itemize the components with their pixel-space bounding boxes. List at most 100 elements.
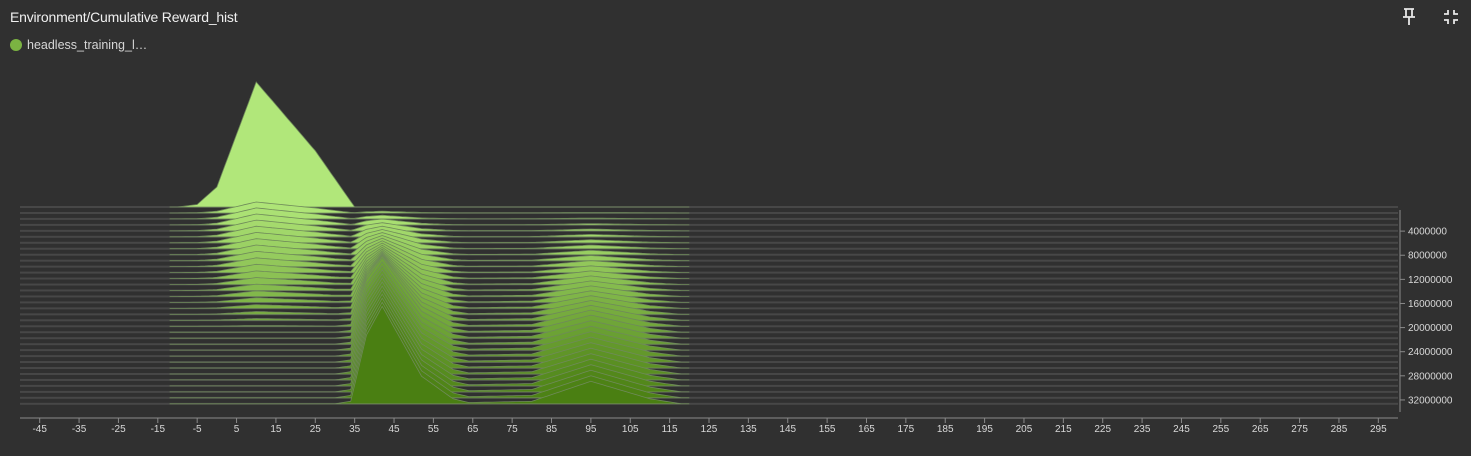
histogram-baseline — [20, 343, 1398, 346]
histogram-baseline — [20, 253, 1398, 256]
x-tick-label: 215 — [1055, 424, 1072, 435]
x-tick-label: 185 — [937, 424, 954, 435]
x-tick-label: 95 — [585, 424, 597, 435]
histogram-ridge — [169, 244, 690, 279]
x-tick-label: 65 — [467, 424, 479, 435]
x-tick-label: 115 — [662, 424, 678, 435]
histogram-ridge — [169, 293, 690, 387]
x-tick-label: 225 — [1094, 424, 1111, 435]
x-tick-label: 5 — [234, 424, 240, 435]
histogram-baseline — [20, 319, 1398, 322]
histogram-baseline — [20, 229, 1398, 232]
x-tick-label: -35 — [72, 424, 87, 435]
histogram-baseline — [20, 259, 1398, 262]
y-tick-label: 4000000 — [1408, 227, 1447, 238]
histogram-baseline — [20, 378, 1398, 381]
histogram-ridge — [169, 254, 690, 321]
histogram-ridge — [169, 232, 690, 250]
y-tick-label: 32000000 — [1408, 395, 1453, 406]
histogram-baseline — [20, 355, 1398, 358]
histogram-ridge — [169, 225, 690, 238]
histogram-ridge — [169, 255, 690, 327]
histogram-baseline — [20, 331, 1398, 334]
x-tick-label: 75 — [507, 424, 519, 435]
x-tick-label: 165 — [858, 424, 875, 435]
card-toolbar — [1399, 7, 1461, 27]
x-tick-label: 295 — [1370, 424, 1387, 435]
x-tick-label: 35 — [349, 424, 361, 435]
y-tick-label: 28000000 — [1408, 371, 1453, 382]
x-tick-label: 55 — [428, 424, 440, 435]
histogram-baseline — [20, 223, 1398, 226]
histogram-ridge — [169, 252, 690, 309]
histogram-ridge — [169, 305, 690, 405]
histogram-ridge — [169, 81, 690, 208]
histogram-baseline — [20, 384, 1398, 387]
x-tick-label: -25 — [111, 424, 126, 435]
x-tick-label: 85 — [546, 424, 558, 435]
histogram-baseline — [20, 349, 1398, 352]
x-tick-label: 195 — [976, 424, 993, 435]
histogram-baseline — [20, 402, 1398, 405]
y-tick-label: 8000000 — [1408, 251, 1447, 262]
histogram-ridge — [169, 207, 690, 220]
histogram-baseline — [20, 277, 1398, 280]
histogram-ridge — [169, 297, 690, 393]
histogram-ridge — [169, 265, 690, 345]
histogram-ridge — [169, 261, 690, 339]
x-tick-label: 245 — [1173, 424, 1190, 435]
histogram-baseline — [20, 289, 1398, 292]
y-tick-label: 16000000 — [1408, 299, 1453, 310]
histogram-ridge — [169, 213, 690, 226]
pin-button[interactable] — [1399, 7, 1419, 27]
histogram-baseline — [20, 325, 1398, 328]
x-tick-label: 205 — [1016, 424, 1033, 435]
legend-run-label: headless_training_l… — [27, 38, 148, 52]
x-tick-label: 265 — [1252, 424, 1269, 435]
histogram-ridge — [169, 250, 690, 297]
histogram-ridge — [169, 251, 690, 303]
histogram-baseline — [20, 372, 1398, 375]
histogram-baseline — [20, 390, 1398, 393]
x-tick-label: 135 — [740, 424, 757, 435]
histogram-baseline — [20, 396, 1398, 399]
y-tick-label: 12000000 — [1408, 275, 1453, 286]
histogram-ridge — [169, 277, 690, 363]
collapse-icon — [1444, 10, 1458, 24]
pin-icon — [1403, 8, 1415, 25]
histogram-baseline — [20, 361, 1398, 364]
x-tick-label: -45 — [32, 424, 47, 435]
x-tick-label: 285 — [1331, 424, 1348, 435]
histogram-baseline — [20, 271, 1398, 274]
x-tick-label: 255 — [1212, 424, 1229, 435]
histogram-ridge — [169, 269, 690, 351]
x-tick-label: 45 — [388, 424, 400, 435]
histogram-ridge — [169, 229, 690, 244]
histogram-ridge — [169, 273, 690, 357]
histogram-ridge — [169, 240, 690, 267]
histogram-ridge — [169, 219, 690, 232]
x-tick-label: 275 — [1291, 424, 1308, 435]
histogram-baseline — [20, 301, 1398, 304]
collapse-button[interactable] — [1441, 7, 1461, 27]
histogram-baseline — [20, 241, 1398, 244]
run-color-dot — [10, 39, 22, 51]
histogram-ridge — [169, 246, 690, 285]
legend: headless_training_l… — [10, 38, 147, 52]
histogram-baseline — [20, 235, 1398, 238]
histogram-baseline — [20, 247, 1398, 250]
x-tick-label: 15 — [270, 424, 282, 435]
histogram-ridge — [169, 201, 690, 214]
x-tick-label: 175 — [898, 424, 915, 435]
histogram-ridge — [169, 253, 690, 315]
y-tick-label: 20000000 — [1408, 323, 1453, 334]
histogram-baseline — [20, 367, 1398, 370]
x-tick-label: 235 — [1134, 424, 1151, 435]
histogram-baseline — [20, 283, 1398, 286]
histogram-baseline — [20, 265, 1398, 268]
histogram-baseline — [20, 217, 1398, 220]
chart-title: Environment/Cumulative Reward_hist — [10, 9, 238, 25]
histogram-baseline — [20, 307, 1398, 310]
histogram-ridge — [169, 281, 690, 369]
